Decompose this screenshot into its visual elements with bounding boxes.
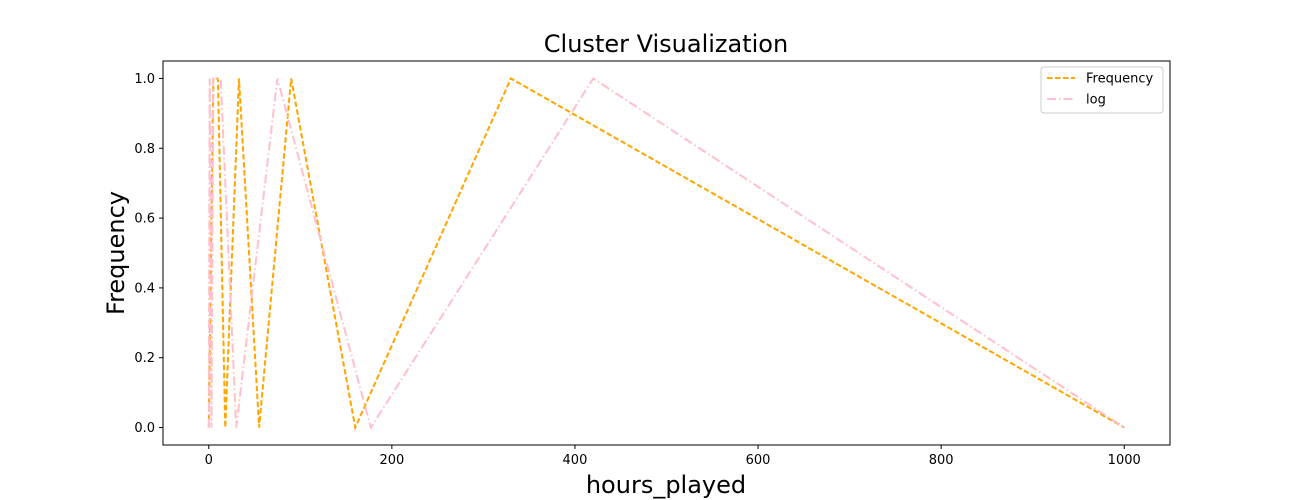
y-tick-label: 1.0	[134, 72, 155, 87]
series-line-log	[207, 77, 1125, 431]
x-tick-label: 600	[746, 453, 771, 468]
x-axis-title: hours_played	[586, 471, 746, 499]
legend-label-frequency: Frequency	[1086, 72, 1153, 87]
x-axis: 0 200 400 600 800 1000	[205, 445, 1141, 468]
y-tick-label: 0.2	[134, 351, 155, 366]
x-tick-label: 200	[379, 453, 404, 468]
x-tick-label: 800	[929, 453, 954, 468]
x-tick-label: 1000	[1108, 453, 1141, 468]
x-tick-label: 0	[205, 453, 213, 468]
plot-frame	[162, 60, 1171, 446]
series-line-frequency	[207, 77, 1125, 431]
legend-label-log: log	[1086, 93, 1106, 108]
y-axis: 0.0 0.2 0.4 0.6 0.8 1.0	[134, 72, 163, 436]
legend: Frequency log	[1040, 66, 1164, 114]
y-tick-label: 0.6	[134, 212, 155, 227]
x-tick-label: 400	[563, 453, 588, 468]
y-tick-label: 0.8	[134, 142, 155, 157]
chart-title: Cluster Visualization	[544, 30, 788, 58]
y-tick-label: 0.0	[134, 421, 155, 436]
plot-area	[207, 77, 1125, 431]
y-axis-title: Frequency	[102, 191, 130, 315]
y-tick-label: 0.4	[134, 281, 155, 296]
